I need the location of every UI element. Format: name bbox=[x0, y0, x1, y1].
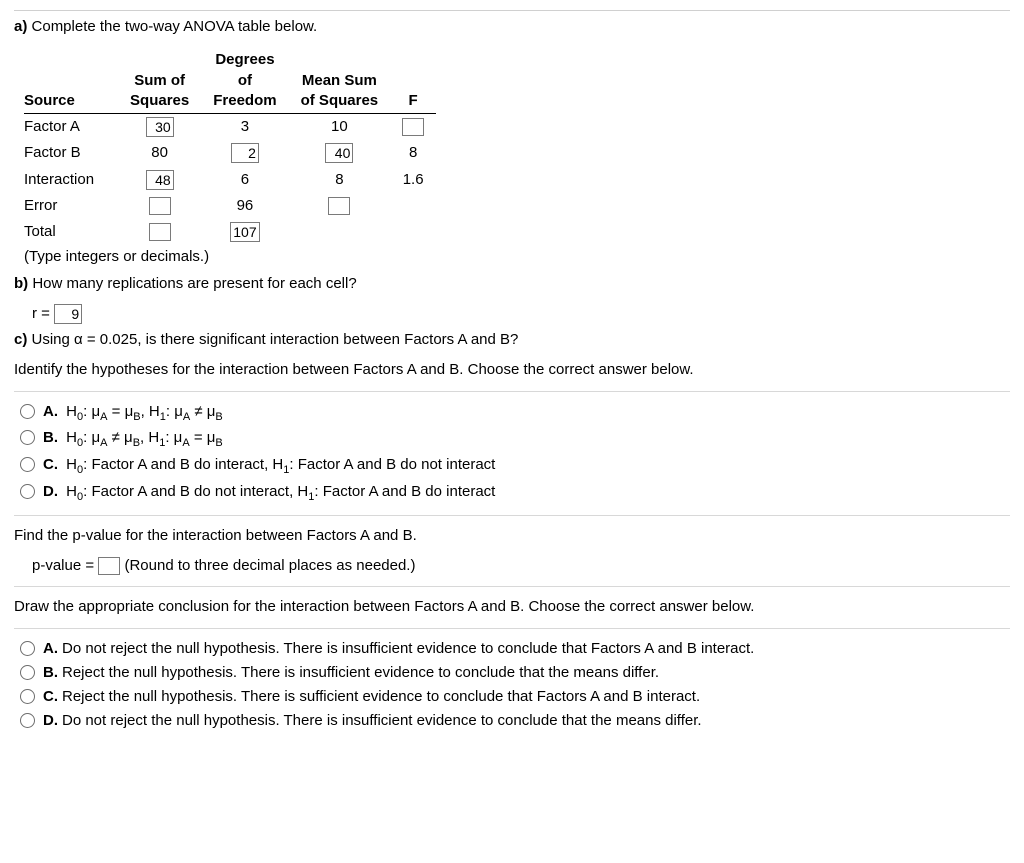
conc-a-text: Do not reject the null hypothesis. There… bbox=[62, 640, 754, 657]
input-error-ms[interactable] bbox=[328, 197, 350, 215]
cell-factorA-ms: 10 bbox=[289, 114, 391, 141]
radio-icon[interactable] bbox=[20, 641, 35, 656]
row-factor-b: Factor B bbox=[24, 140, 118, 166]
conclude-text: Draw the appropriate conclusion for the … bbox=[14, 597, 1010, 617]
choice-conc-a[interactable]: A.Do not reject the null hypothesis. The… bbox=[20, 639, 1010, 659]
part-b-text: How many replications are present for ea… bbox=[32, 275, 356, 292]
p-note: (Round to three decimal places as needed… bbox=[124, 557, 415, 574]
choice-conc-b[interactable]: B.Reject the null hypothesis. There is i… bbox=[20, 663, 1010, 683]
input-r[interactable]: 9 bbox=[54, 304, 82, 324]
cell-factorB-ss: 80 bbox=[118, 140, 201, 166]
radio-icon[interactable] bbox=[20, 665, 35, 680]
cell-interaction-f: 1.6 bbox=[390, 167, 436, 193]
hyp-b-text: H0: μA ≠ μB, H1: μA = μB bbox=[66, 429, 223, 446]
r-label: r = bbox=[32, 305, 50, 322]
row-total: Total bbox=[24, 219, 118, 245]
hdr-f: F bbox=[390, 47, 436, 113]
choice-conc-c[interactable]: C.Reject the null hypothesis. There is s… bbox=[20, 687, 1010, 707]
cell-error-df: 96 bbox=[201, 193, 288, 219]
cell-interaction-df: 6 bbox=[201, 167, 288, 193]
input-total-ss[interactable] bbox=[149, 223, 171, 241]
input-factorA-f[interactable] bbox=[402, 118, 424, 136]
find-p-text: Find the p-value for the interaction bet… bbox=[14, 526, 1010, 546]
p-value-row: p-value = (Round to three decimal places… bbox=[32, 556, 1010, 576]
cell-interaction-ms: 8 bbox=[289, 167, 391, 193]
hdr-ss: Sum ofSquares bbox=[118, 47, 201, 113]
input-factorA-ss[interactable]: 30 bbox=[146, 117, 174, 137]
part-c-prompt: c) Using α = 0.025, is there significant… bbox=[14, 330, 1010, 350]
input-pvalue[interactable] bbox=[98, 557, 120, 575]
radio-icon[interactable] bbox=[20, 484, 35, 499]
part-c-text: Using α = 0.025, is there significant in… bbox=[32, 331, 519, 348]
anova-table: Source Sum ofSquares DegreesofFreedom Me… bbox=[24, 47, 436, 245]
hypothesis-choices: A. H0: μA = μB, H1: μA ≠ μB B. H0: μA ≠ … bbox=[20, 402, 1010, 505]
input-interaction-ss[interactable]: 48 bbox=[146, 170, 174, 190]
hdr-df: DegreesofFreedom bbox=[201, 47, 288, 113]
radio-icon[interactable] bbox=[20, 404, 35, 419]
choice-conc-d[interactable]: D.Do not reject the null hypothesis. The… bbox=[20, 711, 1010, 731]
choice-hyp-b[interactable]: B. H0: μA ≠ μB, H1: μA = μB bbox=[20, 428, 1010, 451]
part-c-label: c) bbox=[14, 331, 27, 348]
hdr-ms: Mean Sumof Squares bbox=[289, 47, 391, 113]
conc-d-text: Do not reject the null hypothesis. There… bbox=[62, 712, 702, 729]
input-factorB-df[interactable]: 2 bbox=[231, 143, 259, 163]
radio-icon[interactable] bbox=[20, 430, 35, 445]
input-error-ss[interactable] bbox=[149, 197, 171, 215]
conc-b-text: Reject the null hypothesis. There is ins… bbox=[62, 664, 659, 681]
input-factorB-ms[interactable]: 40 bbox=[325, 143, 353, 163]
part-b-answer: r = 9 bbox=[32, 304, 1010, 324]
cell-factorB-f: 8 bbox=[390, 140, 436, 166]
identify-text: Identify the hypotheses for the interact… bbox=[14, 360, 1010, 380]
input-total-df[interactable]: 107 bbox=[230, 222, 259, 242]
row-factor-a: Factor A bbox=[24, 114, 118, 141]
cell-factorA-df: 3 bbox=[201, 114, 288, 141]
conc-c-text: Reject the null hypothesis. There is suf… bbox=[62, 688, 700, 705]
part-a-label: a) bbox=[14, 18, 27, 35]
radio-icon[interactable] bbox=[20, 457, 35, 472]
part-a-text: Complete the two-way ANOVA table below. bbox=[32, 18, 318, 35]
part-b-label: b) bbox=[14, 275, 28, 292]
row-interaction: Interaction bbox=[24, 167, 118, 193]
hyp-c-text: H0: Factor A and B do interact, H1: Fact… bbox=[66, 456, 495, 473]
hdr-source: Source bbox=[24, 47, 118, 113]
hyp-d-text: H0: Factor A and B do not interact, H1: … bbox=[66, 483, 495, 500]
choice-hyp-d[interactable]: D. H0: Factor A and B do not interact, H… bbox=[20, 482, 1010, 505]
conclusion-choices: A.Do not reject the null hypothesis. The… bbox=[20, 639, 1010, 732]
hyp-a-text: H0: μA = μB, H1: μA ≠ μB bbox=[66, 403, 223, 420]
row-error: Error bbox=[24, 193, 118, 219]
radio-icon[interactable] bbox=[20, 689, 35, 704]
part-b-prompt: b) How many replications are present for… bbox=[14, 274, 1010, 294]
part-a-prompt: a) Complete the two-way ANOVA table belo… bbox=[14, 17, 1010, 37]
choice-hyp-c[interactable]: C. H0: Factor A and B do interact, H1: F… bbox=[20, 455, 1010, 478]
part-a-note: (Type integers or decimals.) bbox=[24, 247, 1010, 267]
p-label: p-value = bbox=[32, 557, 94, 574]
radio-icon[interactable] bbox=[20, 713, 35, 728]
choice-hyp-a[interactable]: A. H0: μA = μB, H1: μA ≠ μB bbox=[20, 402, 1010, 425]
